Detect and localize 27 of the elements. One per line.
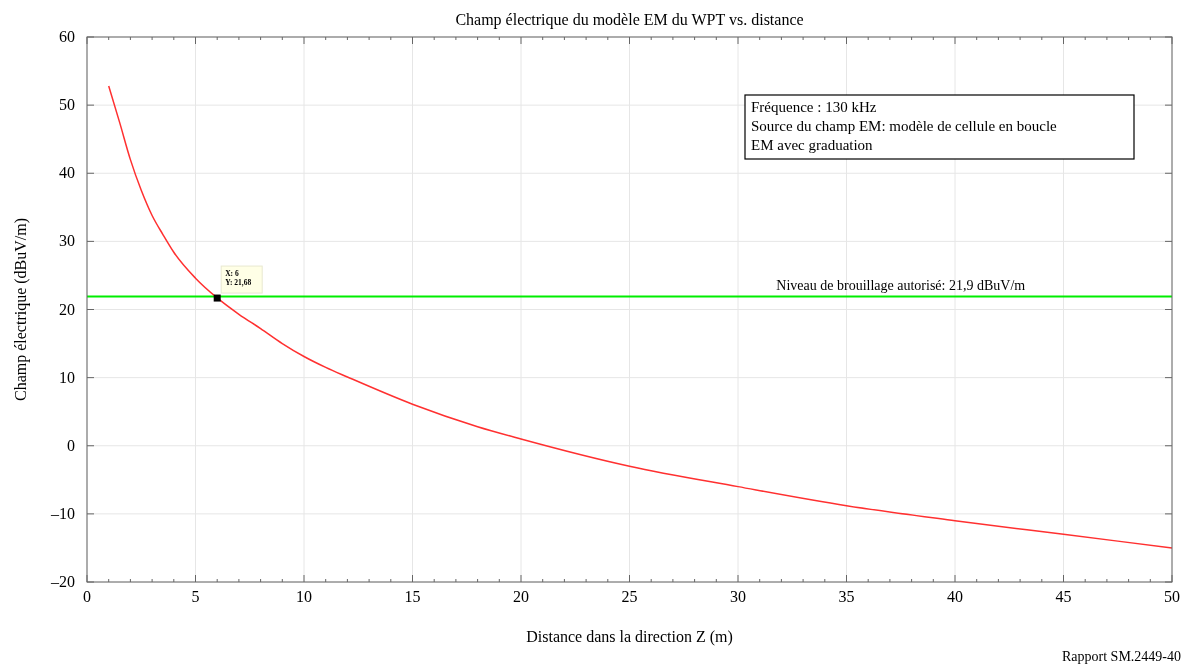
x-tick-label: 25 (621, 588, 638, 605)
x-tick-label: 45 (1055, 588, 1072, 605)
y-tick-label: 30 (59, 232, 75, 250)
x-tick-label: 40 (947, 588, 963, 605)
y-axis-title: Champ électrique (dBuV/m) (12, 217, 30, 402)
y-tick-label: 50 (59, 96, 75, 114)
ref-line-label: Niveau de brouillage autorisé: 21,9 dBuV/m (776, 277, 1026, 293)
x-tick-label: 5 (191, 588, 200, 605)
line-series (107, 85, 1173, 549)
y-tick-label: 10 (59, 368, 75, 386)
x-tick-label: 20 (513, 588, 529, 605)
y-tick-label: –20 (50, 573, 75, 590)
y-tick-label: 60 (59, 28, 75, 45)
y-tick-label: –10 (50, 504, 75, 522)
y-tick-label: 0 (67, 436, 75, 454)
x-tick-label: 30 (730, 588, 746, 605)
x-tick-label: 15 (404, 588, 421, 605)
x-tick-label: 35 (838, 588, 855, 605)
x-tick-label: 10 (296, 588, 312, 605)
y-tick-label: 20 (59, 300, 75, 318)
x-axis-title: Distance dans la direction Z (m) (526, 628, 733, 646)
x-tick-label: 0 (83, 588, 91, 605)
x-tick-label: 50 (1164, 588, 1180, 605)
annotation: Fréquence : 130 kHz Source du champ EM: modèle de cellule en boucle EM avec graduation (751, 99, 1058, 153)
y-tick-label: 40 (59, 164, 75, 182)
text: Rapport SM.2449-40 (1062, 649, 1181, 664)
chart-title: Champ électrique du modèle EM du WPT vs. distance (455, 11, 804, 29)
